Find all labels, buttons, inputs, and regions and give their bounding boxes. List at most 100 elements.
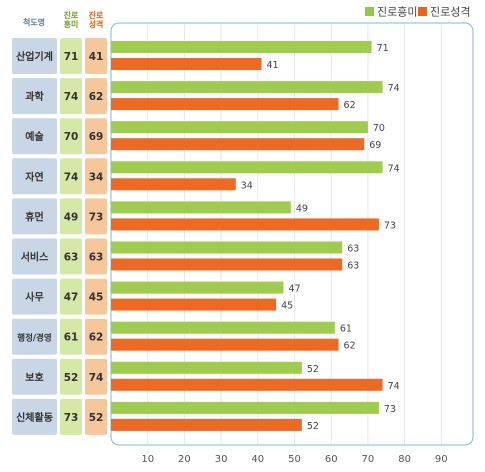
personality-score: 52 [89, 412, 104, 424]
bar-personality [111, 178, 236, 191]
interest-score: 73 [64, 412, 79, 424]
bar-interest [111, 281, 284, 294]
category-label: 신체활동 [16, 411, 53, 424]
x-tick-label: 40 [251, 454, 264, 465]
personality-score-cell [85, 398, 107, 435]
x-tick-label: 20 [178, 454, 191, 465]
x-tick-label: 90 [435, 454, 448, 465]
category-cell [12, 318, 57, 355]
bar-interest [111, 401, 379, 414]
legend: 진로흥미 진로성격 [365, 5, 470, 19]
bar-interest-label: 61 [340, 324, 352, 335]
bar-personality-label: 41 [266, 60, 278, 71]
personality-score: 74 [89, 372, 104, 384]
bar-interest-label: 71 [377, 43, 389, 54]
interest-score: 52 [64, 372, 79, 384]
bar-personality-label: 73 [384, 220, 396, 231]
bar-interest [111, 161, 383, 174]
bar-interest-label: 73 [384, 404, 396, 415]
personality-score: 62 [89, 91, 104, 103]
legend-swatch-interest [365, 7, 374, 16]
header-interest: 진로 흥미 [64, 10, 79, 29]
interest-score-cell [60, 398, 82, 435]
category-cell [12, 198, 57, 235]
interest-score: 70 [64, 131, 79, 143]
bar-personality [111, 298, 277, 311]
bar-interest [111, 321, 335, 334]
bar-interest [111, 81, 383, 94]
personality-score: 45 [89, 292, 104, 304]
personality-score: 41 [89, 51, 104, 63]
x-tick-label: 50 [288, 454, 301, 465]
header-scale-name: 척도명 [23, 17, 45, 27]
bar-interest-label: 49 [296, 203, 308, 214]
bar-interest-label: 52 [307, 364, 319, 375]
category-label: 예술 [25, 130, 43, 143]
personality-score-cell [85, 278, 107, 315]
category-cell [12, 158, 57, 195]
x-tick-label: 80 [398, 454, 411, 465]
bar-personality-label: 63 [347, 261, 359, 272]
interest-score-cell [60, 358, 82, 395]
personality-score: 34 [89, 171, 104, 183]
bar-personality-label: 62 [344, 341, 356, 352]
bar-personality [111, 378, 383, 391]
bar-personality-label: 45 [281, 301, 293, 312]
x-tick-label: 10 [141, 454, 154, 465]
bar-interest [111, 201, 291, 214]
personality-score-cell [85, 118, 107, 155]
x-tick-label: 30 [215, 454, 228, 465]
category-label: 서비스 [21, 251, 49, 264]
personality-score-cell [85, 158, 107, 195]
interest-score-cell [60, 238, 82, 275]
category-cell [12, 358, 57, 395]
personality-score-cell [85, 78, 107, 115]
bar-personality [111, 338, 339, 351]
header-personality: 진로 성격 [89, 10, 104, 29]
legend-label-interest: 진로흥미 [377, 5, 417, 19]
score-table: 산업기계 71 41 과학 74 62 예술 70 69 자연 74 34 휴먼 49 73 서비스 63 63 사… [12, 38, 107, 435]
interest-score-cell [60, 198, 82, 235]
interest-score-cell [60, 318, 82, 355]
bar-interest-label: 70 [373, 123, 385, 134]
category-label: 보호 [25, 371, 43, 384]
x-tick-label: 70 [362, 454, 375, 465]
bar-personality [111, 218, 379, 231]
interest-score-cell [60, 278, 82, 315]
bar-interest-label: 63 [347, 244, 359, 255]
category-cell [12, 38, 57, 74]
interest-score: 47 [64, 292, 79, 304]
bar-personality [111, 98, 339, 111]
interest-score: 74 [64, 171, 79, 183]
x-tick-label: 60 [325, 454, 338, 465]
category-cell [12, 78, 57, 115]
interest-score: 49 [64, 211, 79, 223]
bar-personality-label: 62 [344, 100, 356, 111]
personality-score-cell [85, 358, 107, 395]
category-label: 행정/경영 [17, 333, 51, 344]
category-label: 자연 [25, 170, 43, 183]
personality-score-cell [85, 238, 107, 275]
bar-personality [111, 58, 262, 70]
bar-interest [111, 241, 343, 254]
personality-score: 69 [89, 131, 104, 143]
personality-score-cell [85, 318, 107, 355]
bar-interest [111, 121, 368, 134]
interest-score-cell [60, 78, 82, 115]
personality-score: 62 [89, 332, 104, 344]
bar-personality [111, 418, 302, 431]
bars: 71 41 74 62 70 69 74 34 49 73 63 63 47 45 61 62 52 74 73 52 [111, 41, 400, 432]
personality-score-cell [85, 198, 107, 235]
bar-personality-label: 34 [241, 180, 253, 191]
x-axis-ticks: 10 20 30 40 50 60 70 80 90 [141, 454, 447, 465]
category-label: 휴먼 [25, 210, 43, 223]
bar-personality [111, 138, 365, 151]
personality-score-cell [85, 38, 107, 74]
gridlines [147, 24, 442, 444]
category-cell [12, 398, 57, 435]
interest-score: 63 [64, 252, 79, 264]
interest-score-cell [60, 118, 82, 155]
interest-score: 74 [64, 91, 79, 103]
category-label: 사무 [25, 291, 43, 304]
